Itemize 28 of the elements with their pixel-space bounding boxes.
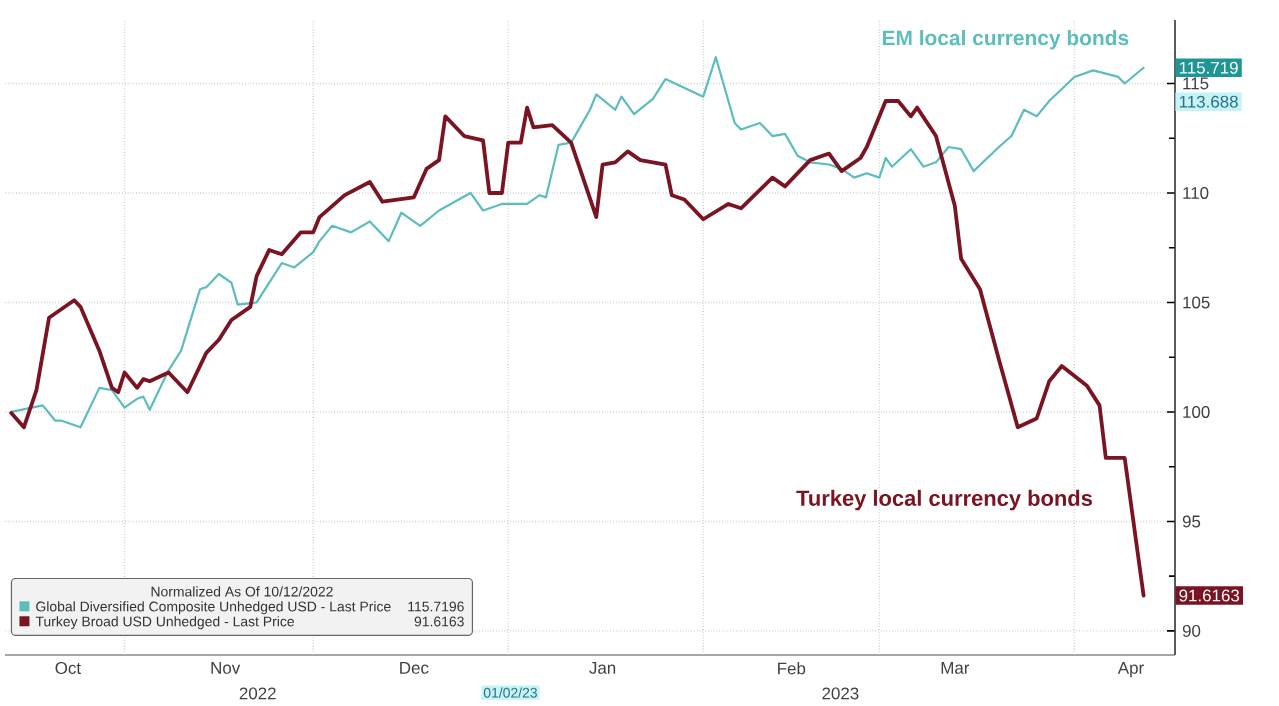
y-tick-label: 95: [1182, 515, 1201, 528]
x-tick-label: Nov: [211, 662, 241, 674]
text: 91.6163: [1179, 589, 1240, 602]
line-series: [9, 99, 1146, 598]
y-tick-label: 110: [1183, 187, 1209, 199]
x-tick-label: Feb: [778, 662, 806, 675]
x-tick-label: Oct: [55, 662, 81, 675]
line-series: [10, 56, 1145, 429]
annotation: 115.7196: [408, 601, 464, 612]
x-tick-label: Mar: [941, 662, 970, 674]
x-tick-label: Dec: [400, 662, 429, 674]
y-tick-label: 115: [1183, 77, 1209, 90]
annotation: EM local currency bonds: [882, 29, 1129, 50]
text: 113.688: [1179, 95, 1238, 108]
y-tick-label: 90: [1182, 624, 1201, 637]
x-tick-label: Apr: [1117, 662, 1144, 678]
y-tick-label: 100: [1183, 405, 1210, 418]
text: 2022: [239, 687, 276, 700]
legend-label: Global Diversified Composite Unhedged USD - Last Price: [36, 601, 391, 615]
x-tick-label: Jan: [589, 662, 616, 674]
annotation: 91.6163: [414, 616, 464, 627]
text: 115.719: [1179, 61, 1238, 74]
y-tick-label: 105: [1183, 296, 1210, 309]
legend-label: Turkey Broad USD Unhedged - Last Price: [35, 616, 294, 630]
text: 2023: [822, 687, 859, 700]
annotation: Turkey local currency bonds: [796, 489, 1092, 511]
legend-title: Normalized As Of 10/12/2022: [151, 586, 333, 597]
text: 01/02/23: [483, 687, 537, 698]
